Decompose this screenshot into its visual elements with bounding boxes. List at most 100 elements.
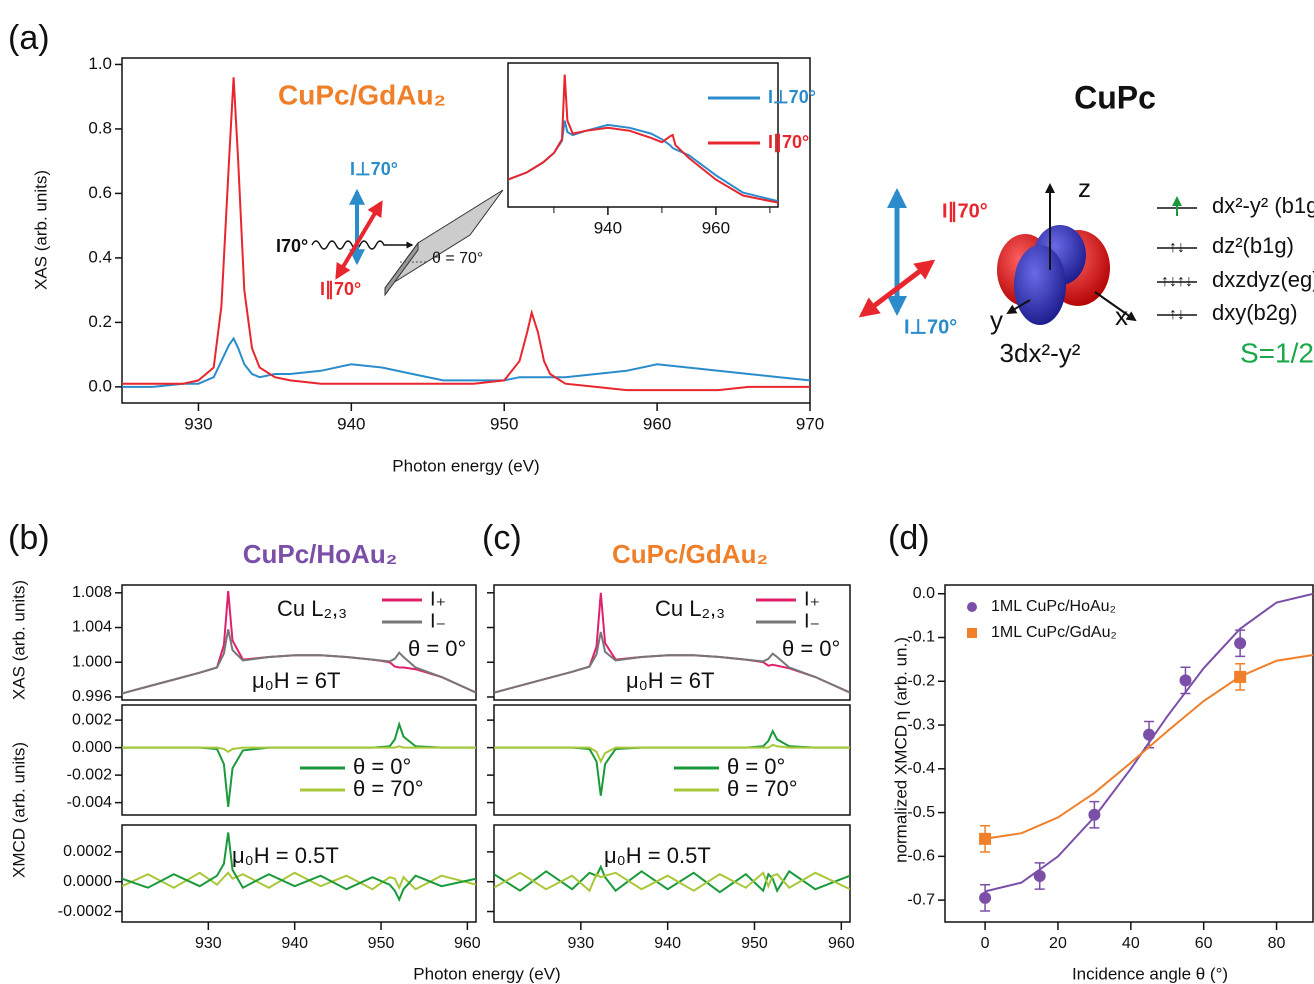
data-line <box>508 120 778 203</box>
annotation: Cu L₂,₃ <box>277 596 347 621</box>
y-tick-label: 0.996 <box>72 688 112 705</box>
y-tick-label: 0.8 <box>88 118 112 137</box>
annotation: μ₀H = 0.5T <box>232 843 339 868</box>
x-tick-label: 930 <box>184 414 212 433</box>
point <box>1088 808 1101 821</box>
legend-marker <box>967 628 977 638</box>
panel-label: (c) <box>482 519 522 557</box>
chart-title: CuPc/HoAu₂ <box>243 539 398 569</box>
x-tick-label: 970 <box>796 414 824 433</box>
data-line <box>494 871 850 893</box>
point <box>1234 637 1247 650</box>
panel-label: (a) <box>8 19 50 57</box>
svg-text:↑↓↑↓: ↑↓↑↓ <box>1161 273 1193 290</box>
data-line <box>494 743 850 764</box>
annotation: I∥70° <box>320 279 361 300</box>
y-axis-label: XAS (arb. units) <box>31 170 50 290</box>
geometry-sketch <box>311 188 504 297</box>
legend-label: 1ML CuPc/HoAu₂ <box>991 598 1116 615</box>
level-label: dx²-y² (b1g) <box>1212 193 1314 218</box>
y-tick-label: 0.2 <box>88 312 112 331</box>
panel-label: (d) <box>888 519 930 557</box>
point <box>1179 674 1192 687</box>
annotation: I70° <box>276 236 308 256</box>
y-tick-label: 0.0002 <box>63 843 112 860</box>
level-label: dz²(b1g) <box>1212 233 1294 258</box>
plot-frame <box>493 704 851 816</box>
y-tick-label: -0.7 <box>907 891 935 908</box>
x-tick-label: 20 <box>1049 935 1067 952</box>
point <box>979 891 992 904</box>
y-tick-label: 0.0 <box>88 376 112 395</box>
panel: 0.996 1.000 1.004 1.008 (b) CuPc/HoAu₂ XAS (ar… <box>8 519 477 705</box>
data-line <box>122 336 810 388</box>
x-tick-label: 960 <box>454 935 481 952</box>
orbital-label: 3dx²-y² <box>1000 338 1081 368</box>
x-tick-label: 940 <box>281 935 308 952</box>
y-tick-label: 0.6 <box>88 183 112 202</box>
plot-frame <box>121 704 477 816</box>
svg-text:↑↓: ↑↓ <box>1169 306 1185 323</box>
legend-label: 1ML CuPc/GdAu₂ <box>991 624 1117 641</box>
panel: 930 940 950 960 0.0002 0.0000 -0.0002 Photon en… <box>58 824 561 983</box>
diagram-title: CuPc <box>1074 79 1156 115</box>
panel: 0.002 0.000 -0.002 -0.004 XMCD (arb. units) μ… <box>9 668 477 878</box>
y-tick-label: -0.004 <box>67 794 112 811</box>
x-tick-label: 950 <box>368 935 395 952</box>
x-tick-label: 80 <box>1268 935 1286 952</box>
x-axis-label: Photon energy (eV) <box>413 964 560 983</box>
plot-frame <box>507 62 779 208</box>
annotation: I⊥70° <box>350 159 398 179</box>
plot-frame <box>121 824 477 923</box>
chart-title: CuPc/GdAu₂ <box>278 79 446 110</box>
panel-label: (b) <box>8 519 50 557</box>
panel: 930 940 950 960 μ₀H = 0.5T <box>487 824 855 952</box>
y-tick-label: -0.0002 <box>58 903 112 920</box>
y-tick-label: 1.004 <box>72 619 112 636</box>
y-tick-label: -0.3 <box>907 716 935 733</box>
legend-label: θ = 70° <box>727 776 798 801</box>
y-tick-label: 1.008 <box>72 584 112 601</box>
y-axis-label: XAS (arb. units) <box>9 580 28 700</box>
legend-label: I₊ <box>430 588 446 610</box>
plot-frame <box>121 584 477 701</box>
x-tick-label: 960 <box>702 218 730 237</box>
data-line <box>508 74 778 204</box>
panel: (c) CuPc/GdAu₂ Cu L₂,₃ θ = 0° I₊I₋ <box>482 519 851 701</box>
annotation: μ₀H = 0.5T <box>604 843 711 868</box>
axis-label: y <box>990 305 1003 335</box>
x-axis-label: Photon energy (eV) <box>392 456 539 475</box>
annotation: θ = 70° <box>432 250 483 267</box>
point <box>1033 870 1046 883</box>
legend-label: θ = 0° <box>353 754 411 779</box>
legend-label: I₋ <box>804 610 820 632</box>
panel: 0 20 40 60 80 0.0 -0.1 -0.2 -0.3 -0.4 -0.5 -0.6 -0.7… <box>888 519 1314 983</box>
y-tick-label: -0.2 <box>907 673 935 690</box>
y-tick-label: 0.4 <box>88 247 112 266</box>
spin-label: S=1/2 <box>1240 337 1314 368</box>
y-tick-label: 0.000 <box>72 739 112 756</box>
y-tick-label: 0.0 <box>913 585 935 602</box>
plot-frame <box>121 57 811 404</box>
x-axis-label: Incidence angle θ (°) <box>1072 964 1228 983</box>
legend-label: I₊ <box>804 588 820 610</box>
y-tick-label: 0.002 <box>72 711 112 728</box>
x-tick-label: 930 <box>195 935 222 952</box>
data-line <box>494 864 850 894</box>
axis-label: x <box>1115 301 1128 331</box>
x-tick-label: 950 <box>741 935 768 952</box>
y-axis-label: XMCD (arb. units) <box>9 742 28 878</box>
polarization-label: I⊥70° <box>904 316 957 338</box>
x-tick-label: 940 <box>594 218 622 237</box>
panel: 940 960 I⊥70° I∥70° <box>507 62 816 237</box>
point <box>1143 728 1156 741</box>
data-line <box>984 654 1313 840</box>
annotation: μ₀H = 6T <box>252 668 340 693</box>
x-tick-label: 960 <box>828 935 855 952</box>
chart-title: CuPc/GdAu₂ <box>612 539 768 569</box>
polarization-label: I∥70° <box>942 200 988 222</box>
x-tick-label: 940 <box>337 414 365 433</box>
legend-label: I₋ <box>430 610 446 632</box>
plot-frame <box>493 584 851 701</box>
